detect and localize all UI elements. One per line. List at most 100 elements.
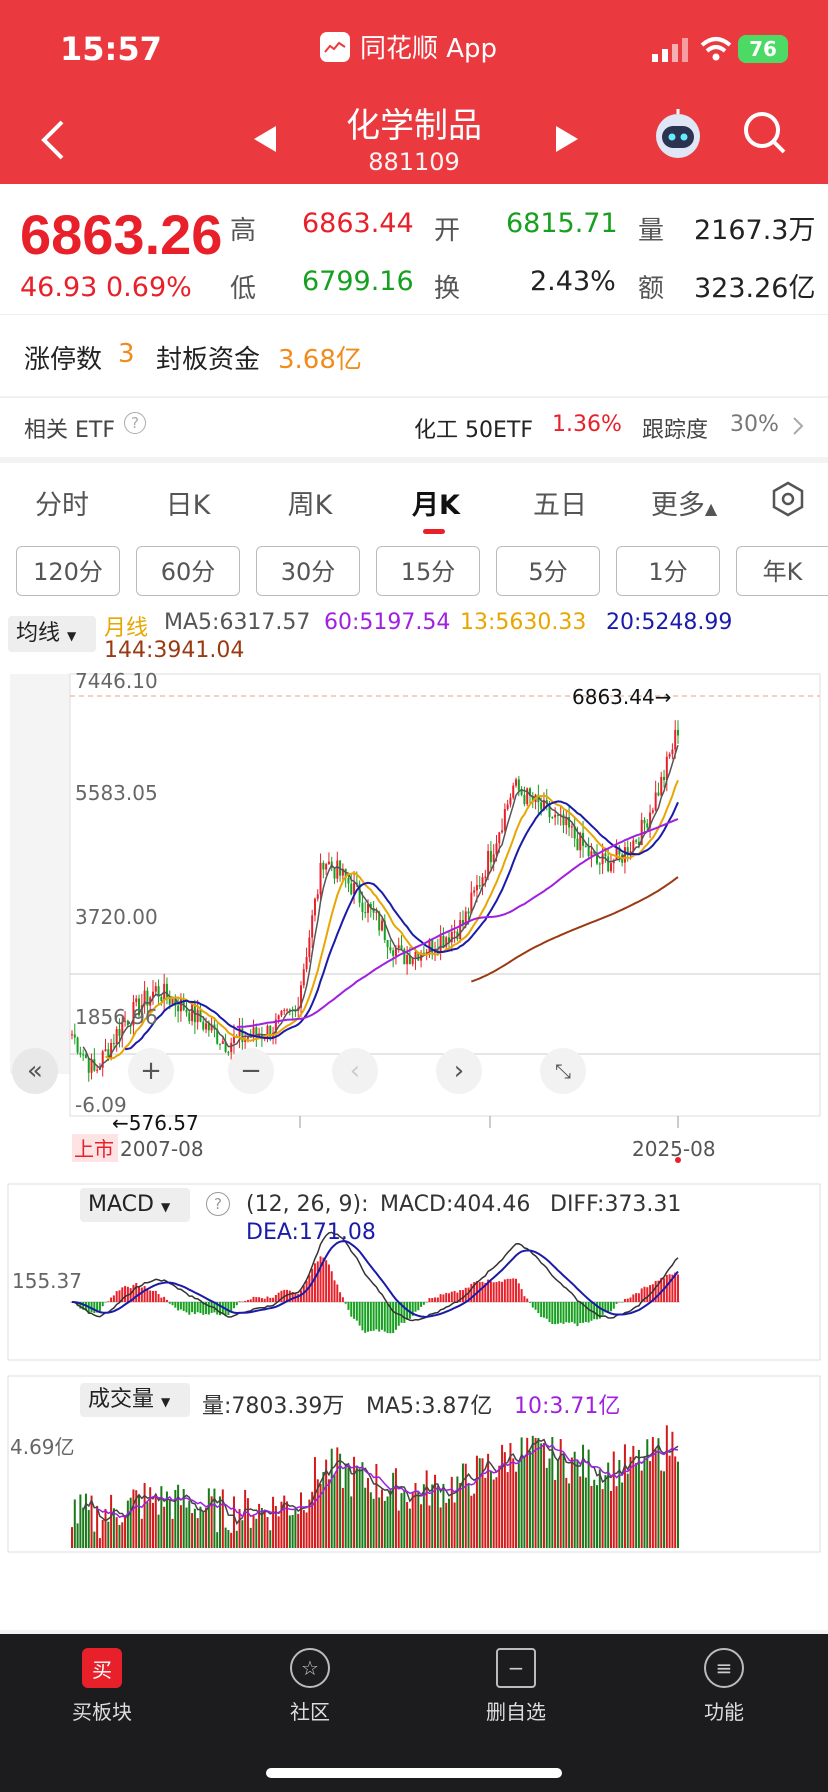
functions-button[interactable]: ≡ 功能 xyxy=(664,1648,784,1725)
volume-bar xyxy=(660,1470,663,1548)
volume-bar xyxy=(394,1468,397,1548)
community-button[interactable]: ☆ 社区 xyxy=(250,1648,370,1725)
tab-monthly[interactable]: 月K xyxy=(412,490,460,521)
kline-chart-area[interactable]: 均线 ▼ 月线 MA5:6317.57 60:5197.54 13:5630.3… xyxy=(0,608,828,1630)
volume-bar xyxy=(308,1499,311,1548)
candle-body xyxy=(509,797,512,805)
buy-sector-button[interactable]: 买 买板块 xyxy=(42,1648,162,1725)
volume-bar xyxy=(73,1499,76,1548)
candle-body xyxy=(126,1020,129,1026)
tab-weekly[interactable]: 周K xyxy=(287,490,333,521)
volume-bar xyxy=(643,1456,646,1548)
candle-body xyxy=(593,851,596,854)
macd-bar xyxy=(501,1281,504,1302)
candle-body xyxy=(414,951,417,958)
macd-bar xyxy=(582,1302,585,1323)
next-stock-icon[interactable] xyxy=(554,124,580,154)
tab-more[interactable]: 更多▲ xyxy=(634,483,734,522)
candle-body xyxy=(489,850,492,863)
limit-up-row[interactable]: 涨停数 3 封板资金 3.68亿 xyxy=(0,314,828,396)
remove-watchlist-button[interactable]: − 删自选 xyxy=(456,1648,576,1725)
period-15m-button[interactable]: 15分 xyxy=(376,546,480,596)
zoom-in-button[interactable]: + xyxy=(128,1048,174,1094)
tab-five-day[interactable]: 五日 xyxy=(533,490,587,521)
search-icon[interactable] xyxy=(742,110,788,158)
macd-bar xyxy=(266,1296,269,1302)
volume-bar xyxy=(84,1493,87,1548)
candle-body xyxy=(551,817,554,819)
macd-bar xyxy=(272,1297,275,1302)
candle-body xyxy=(651,810,654,813)
fullscreen-button[interactable]: ⤡ xyxy=(540,1048,586,1094)
macd-bar xyxy=(98,1302,101,1312)
macd-bar xyxy=(174,1302,177,1308)
candle-body xyxy=(445,937,448,947)
volume-bar xyxy=(470,1495,473,1548)
volume-bar xyxy=(193,1508,196,1548)
y-label-4: 1856.96 xyxy=(75,1005,158,1029)
macd-bar xyxy=(629,1297,632,1302)
volume-bar xyxy=(590,1485,593,1548)
tab-daily[interactable]: 日K xyxy=(165,490,211,521)
battery-icon: 76 xyxy=(738,35,788,63)
candle-body xyxy=(269,1025,272,1038)
ma-selector-label: 均线 xyxy=(16,621,61,646)
period-60m-button[interactable]: 60分 xyxy=(136,546,240,596)
volume-bar xyxy=(288,1515,291,1548)
next-candle-button[interactable]: › xyxy=(436,1048,482,1094)
period-30m-button[interactable]: 30分 xyxy=(256,546,360,596)
related-etf-row[interactable]: 相关 ETF ? 化工 50ETF 1.36% 跟踪度 30% xyxy=(0,397,828,457)
macd-bar xyxy=(182,1302,185,1312)
macd-bar xyxy=(101,1302,104,1307)
robot-assistant-icon[interactable] xyxy=(652,108,704,160)
macd-bar xyxy=(612,1302,615,1309)
settings-icon[interactable] xyxy=(770,481,806,517)
prev-candle-button[interactable]: ‹ xyxy=(332,1048,378,1094)
candle-body xyxy=(554,814,557,818)
prev-stock-icon[interactable] xyxy=(252,124,278,154)
period-1m-button[interactable]: 1分 xyxy=(616,546,720,596)
period-year-button[interactable]: 年K xyxy=(736,546,828,596)
candle-body xyxy=(286,1009,289,1011)
x-label-end: 2025-08 xyxy=(632,1137,716,1161)
scroll-left-button[interactable]: « xyxy=(12,1048,58,1094)
back-icon[interactable] xyxy=(40,118,66,162)
period-5m-button[interactable]: 5分 xyxy=(496,546,600,596)
macd-bar xyxy=(637,1293,640,1302)
candle-body xyxy=(411,957,414,965)
macd-bar xyxy=(255,1297,258,1302)
volume-bar xyxy=(573,1451,576,1548)
volume-bar xyxy=(475,1455,478,1548)
macd-bar xyxy=(280,1290,283,1302)
macd-help-icon[interactable]: ? xyxy=(206,1192,230,1216)
candle-body xyxy=(649,812,652,828)
help-icon[interactable]: ? xyxy=(124,412,146,434)
volume-selector[interactable]: 成交量 ▼ xyxy=(80,1383,190,1417)
macd-selector[interactable]: MACD ▼ xyxy=(80,1188,190,1222)
volume-bar xyxy=(481,1458,484,1548)
candle-body xyxy=(71,1034,73,1036)
volume-bar xyxy=(280,1501,283,1548)
candle-body xyxy=(73,1034,76,1038)
volume-bar xyxy=(146,1502,149,1548)
volume-bar xyxy=(132,1489,135,1548)
period-120m-button[interactable]: 120分 xyxy=(16,546,120,596)
candle-body xyxy=(274,1019,277,1033)
ma-selector[interactable]: 均线 ▼ xyxy=(8,616,96,652)
macd-bar xyxy=(146,1289,149,1302)
zoom-out-button[interactable]: − xyxy=(228,1048,274,1094)
volume-bar xyxy=(124,1515,127,1548)
macd-bar xyxy=(269,1297,272,1302)
volume-bar xyxy=(294,1509,297,1548)
volume-bar xyxy=(165,1491,168,1548)
tab-intraday[interactable]: 分时 xyxy=(35,490,89,521)
y-label-3: 3720.00 xyxy=(75,905,158,929)
candle-body xyxy=(216,1029,219,1044)
volume-bar xyxy=(274,1505,277,1548)
kline-frame xyxy=(69,673,821,1117)
volume-bar xyxy=(663,1471,666,1548)
listing-tag-bg xyxy=(72,1134,118,1162)
volume-bar xyxy=(626,1473,629,1548)
macd-bar xyxy=(202,1302,205,1315)
volume-bar xyxy=(534,1437,537,1548)
